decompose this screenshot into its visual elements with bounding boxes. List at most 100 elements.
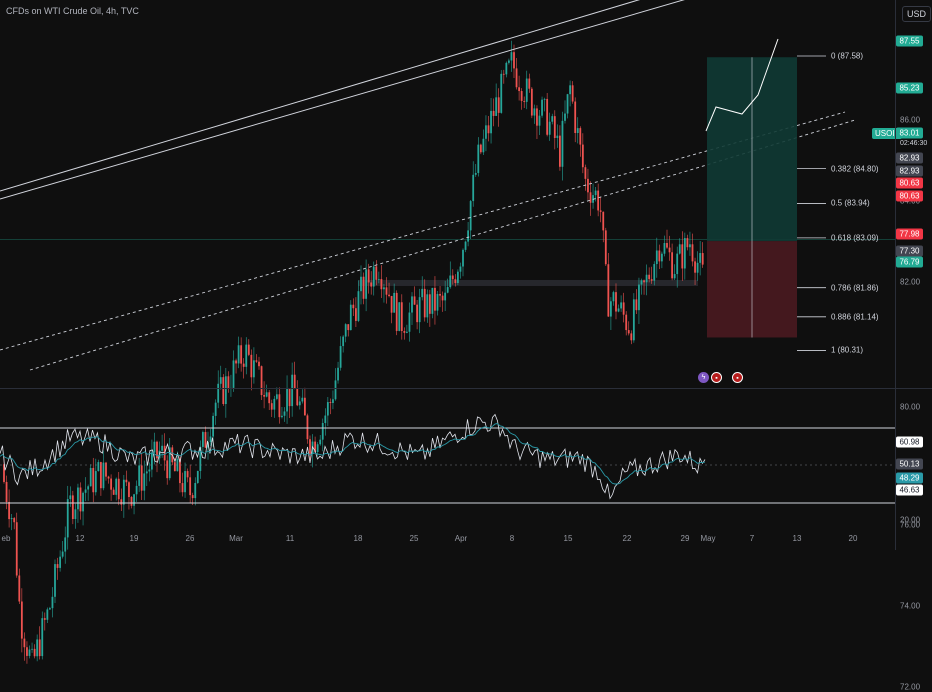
candle: [214, 399, 217, 425]
candle: [46, 607, 49, 623]
candle: [579, 126, 582, 157]
candle: [564, 100, 566, 124]
candle: [671, 243, 673, 281]
candle: [122, 474, 125, 518]
candle: [423, 279, 426, 322]
candle: [275, 387, 278, 401]
candle: [661, 251, 663, 269]
candle: [681, 231, 684, 281]
candle: [436, 291, 439, 316]
price-tag: 85.23: [896, 82, 923, 94]
candle: [584, 164, 587, 191]
rsi-canvas[interactable]: [0, 389, 895, 529]
candle: [696, 251, 699, 281]
us-flag-event-icon[interactable]: ▪: [711, 372, 722, 383]
candle: [449, 261, 452, 289]
price-tag: 82.93: [896, 152, 923, 164]
candle: [502, 69, 505, 84]
candle: [59, 550, 61, 572]
support-zone: [358, 279, 698, 286]
rsi-value-tag: 60.98: [896, 436, 923, 448]
candle: [260, 365, 263, 401]
currency-label[interactable]: USD: [902, 6, 932, 22]
time-tick-label: 25: [409, 534, 419, 543]
fib-level-label: 1 (80.31): [831, 345, 864, 355]
candle: [92, 457, 95, 503]
candle: [166, 455, 169, 485]
candle: [548, 112, 551, 141]
price-tick-label: 76.00: [900, 520, 921, 530]
fib-level-label: 0.618 (83.09): [831, 233, 879, 243]
candle: [627, 321, 630, 336]
candle: [291, 362, 294, 417]
lightning-event-icon[interactable]: ϟ: [698, 372, 709, 383]
candle: [120, 488, 123, 512]
candle: [528, 73, 531, 93]
candle: [36, 634, 39, 662]
candle: [403, 327, 406, 340]
candle: [490, 98, 492, 144]
candle: [459, 262, 462, 279]
us-flag-event-icon[interactable]: ▪: [732, 372, 743, 383]
time-tick-label: 15: [563, 534, 573, 543]
candle: [454, 274, 457, 287]
price-tag: 77.98: [896, 228, 923, 240]
candle: [255, 354, 258, 363]
candle: [349, 300, 352, 331]
candle: [607, 253, 610, 317]
candle: [184, 462, 186, 498]
price-chart-canvas[interactable]: [0, 0, 895, 664]
candle: [115, 477, 118, 501]
fib-level-label: 0.886 (81.14): [831, 312, 879, 322]
candle: [597, 183, 600, 217]
price-scale[interactable]: USD: [895, 0, 932, 550]
time-tick-label: 29: [680, 534, 690, 543]
price-tick-label: 74.00: [900, 601, 921, 611]
candle: [569, 80, 571, 107]
time-axis[interactable]: eb 12 19 26 Mar 11 18 25 Apr 8 15 22 29 May 7 13 20: [0, 528, 895, 550]
candle: [18, 568, 21, 605]
candle: [398, 302, 401, 332]
time-tick-label: 11: [285, 534, 295, 543]
candle: [388, 282, 390, 298]
candle: [100, 461, 102, 496]
rsi-indicator-pane[interactable]: [0, 388, 932, 529]
candle: [66, 485, 69, 550]
candle: [385, 277, 388, 304]
price-chart-pane[interactable]: CFDs on WTI Crude Oil, 4h, TVC 0 (87.58)…: [0, 0, 932, 664]
price-tag: 76.79: [896, 256, 923, 268]
candle: [209, 428, 212, 446]
candle: [112, 487, 115, 495]
candle: [181, 472, 184, 497]
candle: [441, 291, 444, 312]
candle: [306, 413, 309, 444]
candle: [513, 44, 515, 78]
price-tag: 82.93: [896, 165, 923, 177]
time-tick-label: 12: [75, 534, 85, 543]
candle: [23, 632, 26, 661]
candle: [538, 109, 541, 135]
candle: [495, 83, 498, 117]
candle: [632, 293, 635, 343]
candle: [574, 97, 577, 143]
candle: [270, 399, 273, 418]
candle: [370, 271, 373, 295]
candle: [298, 396, 301, 410]
candle: [365, 259, 367, 312]
candle: [250, 349, 253, 391]
candle: [288, 388, 291, 419]
fib-level-label: 0.786 (81.86): [831, 283, 879, 293]
candle: [74, 503, 77, 529]
candle: [283, 407, 286, 422]
candle: [553, 110, 556, 150]
candle: [464, 240, 467, 253]
candle: [110, 474, 112, 501]
candle: [492, 98, 495, 127]
candle: [487, 116, 490, 142]
candle: [156, 440, 158, 473]
candle: [219, 365, 222, 390]
candle: [523, 96, 526, 108]
candle: [457, 269, 459, 286]
candle: [326, 397, 329, 427]
candle: [576, 117, 579, 144]
